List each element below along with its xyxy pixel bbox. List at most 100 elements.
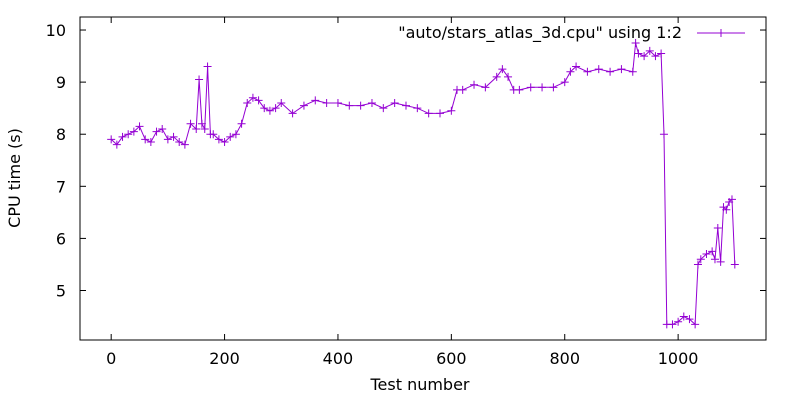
data-point <box>504 72 513 81</box>
data-point <box>515 85 524 94</box>
data-point <box>668 320 677 329</box>
data-point <box>195 75 204 84</box>
data-point <box>566 67 575 76</box>
data-point <box>209 130 218 139</box>
data-point <box>226 132 235 141</box>
data-point <box>617 65 626 74</box>
data-point <box>214 135 223 144</box>
x-tick-label: 200 <box>209 349 240 368</box>
data-point <box>645 46 654 55</box>
x-tick-label: 400 <box>323 349 354 368</box>
data-point <box>538 83 547 92</box>
x-axis: 0 200 400 600 800 1000 <box>106 17 698 368</box>
data-point <box>606 67 615 76</box>
data-point <box>107 135 116 144</box>
data-point <box>583 67 592 76</box>
data-point <box>333 98 342 107</box>
data-point <box>175 138 184 147</box>
x-tick-label: 800 <box>549 349 580 368</box>
y-tick-label: 5 <box>56 282 66 301</box>
data-point <box>200 125 209 134</box>
data-point <box>231 130 240 139</box>
data-point <box>192 125 201 134</box>
data-point <box>288 109 297 118</box>
legend: "auto/stars_atlas_3d.cpu" using 1:2 <box>398 23 745 43</box>
data-point <box>447 106 456 115</box>
x-tick-label: 600 <box>436 349 467 368</box>
y-tick-label: 8 <box>56 125 66 144</box>
data-point <box>203 62 212 71</box>
data-point <box>710 255 719 264</box>
data-point <box>146 138 155 147</box>
data-point <box>628 67 637 76</box>
data-point <box>722 205 731 214</box>
data-point <box>345 101 354 110</box>
y-axis-label: CPU time (s) <box>5 128 24 228</box>
data-point <box>135 122 144 131</box>
data-point <box>169 132 178 141</box>
data-point <box>560 78 569 87</box>
data-point <box>271 104 280 113</box>
x-axis-label: Test number <box>369 375 469 394</box>
data-point <box>436 109 445 118</box>
data-point <box>243 98 252 107</box>
data-point <box>696 255 705 264</box>
data-point <box>492 72 501 81</box>
data-point <box>679 312 688 321</box>
data-point <box>659 130 668 139</box>
data-point <box>322 98 331 107</box>
data-point <box>158 125 167 134</box>
data-point <box>716 257 725 266</box>
plot-frame <box>79 16 767 341</box>
data-point <box>470 80 479 89</box>
legend-marker <box>717 29 725 37</box>
y-tick-label: 9 <box>56 73 66 92</box>
data-point <box>141 135 150 144</box>
data-point <box>356 101 365 110</box>
data-point <box>424 109 433 118</box>
data-point <box>265 106 274 115</box>
series-line <box>110 42 736 326</box>
data-point <box>152 127 161 136</box>
data-point <box>413 104 422 113</box>
data-point <box>708 247 717 256</box>
data-point <box>254 96 263 105</box>
data-point <box>498 65 507 74</box>
x-tick-label: 0 <box>106 349 116 368</box>
data-point <box>197 119 206 128</box>
data-point <box>237 119 246 128</box>
data-point <box>657 49 666 58</box>
data-point <box>186 119 195 128</box>
legend-entry-label: "auto/stars_atlas_3d.cpu" using 1:2 <box>398 23 682 43</box>
data-point <box>379 104 388 113</box>
data-point <box>727 195 736 204</box>
data-point <box>549 83 558 92</box>
data-point <box>112 140 121 149</box>
y-axis: 5 6 7 8 9 10 <box>46 21 766 301</box>
data-point <box>299 101 308 110</box>
y-tick-label: 7 <box>56 177 66 196</box>
data-point <box>260 104 269 113</box>
data-point <box>730 260 739 269</box>
data-point <box>691 320 700 329</box>
data-point <box>118 132 127 141</box>
data-point <box>572 62 581 71</box>
data-point <box>163 135 172 144</box>
data-point <box>594 65 603 74</box>
y-tick-label: 10 <box>46 21 66 40</box>
data-point <box>390 98 399 107</box>
data-point <box>526 83 535 92</box>
data-point <box>685 315 694 324</box>
data-point <box>277 98 286 107</box>
data-point <box>367 98 376 107</box>
data-point <box>180 140 189 149</box>
data-point <box>702 250 711 259</box>
data-point <box>129 127 138 136</box>
data-point <box>124 130 133 139</box>
data-point <box>220 138 229 147</box>
y-tick-label: 6 <box>56 229 66 248</box>
data-point <box>651 52 660 61</box>
data-point <box>481 83 490 92</box>
data-point <box>674 317 683 326</box>
